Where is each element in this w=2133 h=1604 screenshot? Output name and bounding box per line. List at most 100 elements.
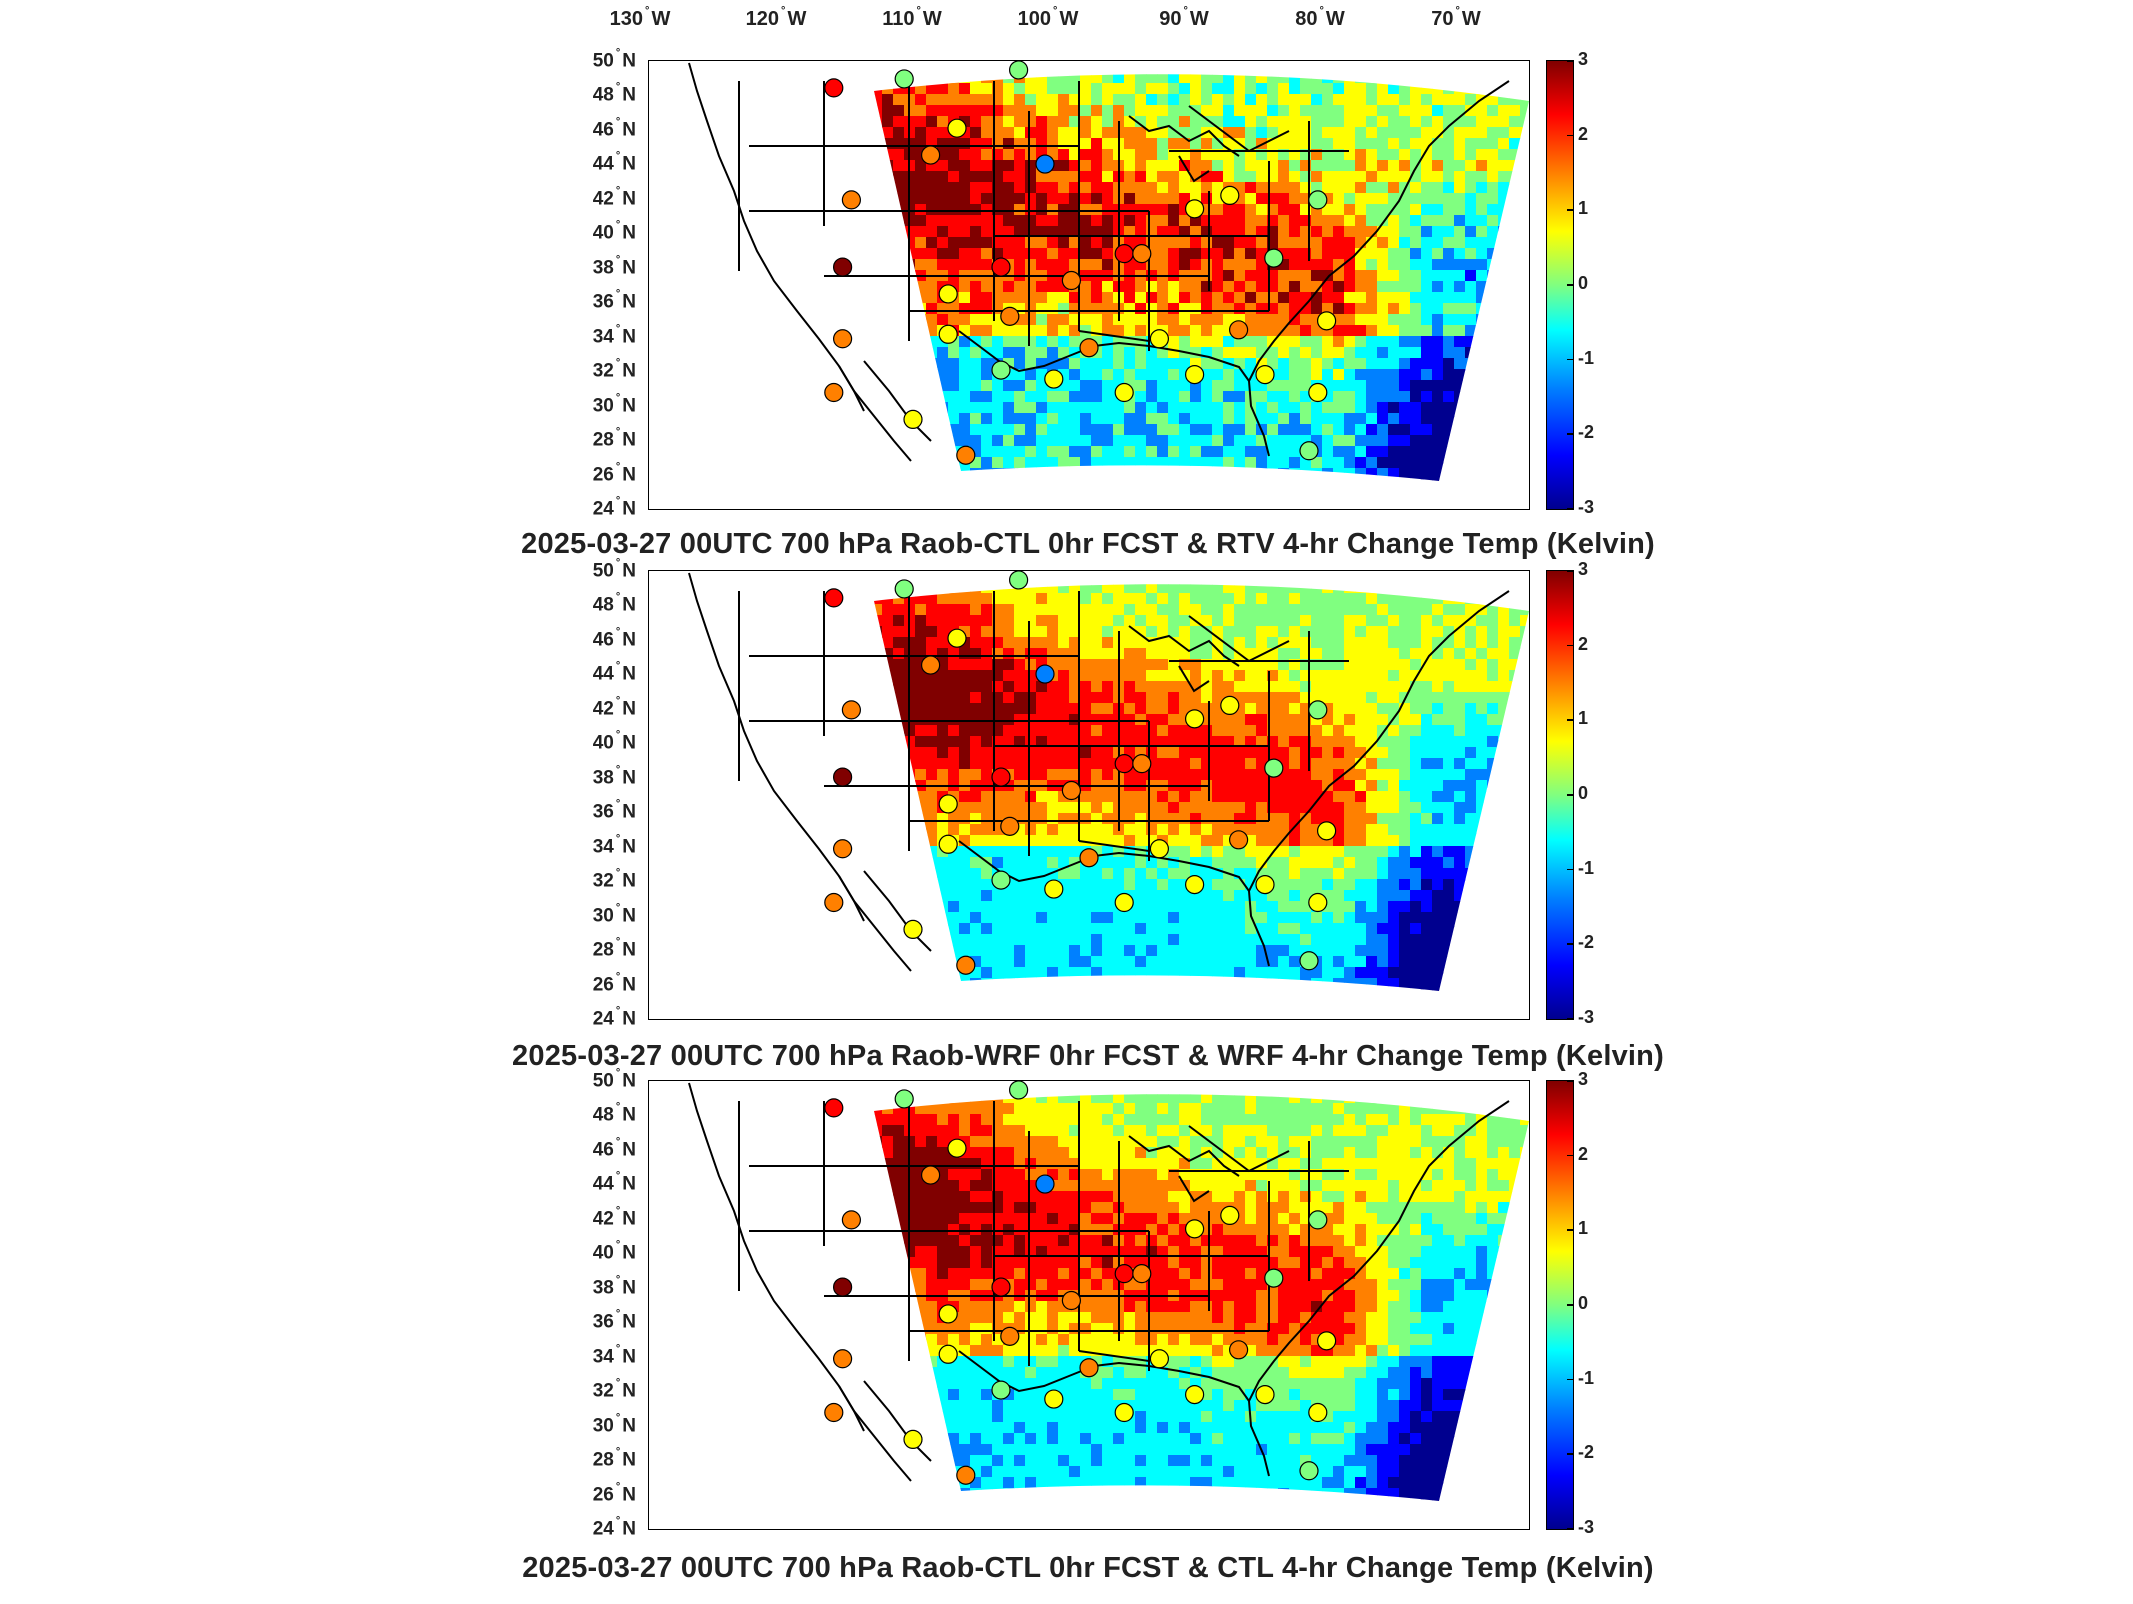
- raob-station-marker: [1221, 186, 1239, 204]
- latitude-direction: N: [622, 257, 636, 278]
- raob-station-marker: [922, 1166, 940, 1184]
- latitude-direction: N: [622, 802, 636, 823]
- raob-station-marker: [992, 1381, 1010, 1399]
- latitude-degrees: 46: [593, 119, 614, 140]
- latitude-degrees: 26: [593, 1484, 614, 1505]
- latitude-direction: N: [622, 360, 636, 381]
- latitude-label: 36°N: [556, 1311, 636, 1333]
- colorbar-tick-label: 3: [1578, 559, 1588, 580]
- colorbar-tick-label: 1: [1578, 198, 1588, 219]
- latitude-degrees: 50: [593, 1070, 614, 1091]
- latitude-direction: N: [622, 1243, 636, 1264]
- latitude-degrees: 44: [593, 154, 614, 175]
- longitude-label: 90°W: [1159, 8, 1209, 31]
- latitude-direction: N: [622, 629, 636, 650]
- latitude-label: 26°N: [556, 1484, 636, 1506]
- colorbar-tick-mark: [1567, 869, 1573, 871]
- raob-station-marker: [992, 768, 1010, 786]
- raob-station-marker: [1001, 1327, 1019, 1345]
- raob-station-marker: [834, 1278, 852, 1296]
- latitude-direction: N: [622, 974, 636, 995]
- latitude-label: 48°N: [556, 84, 636, 106]
- raob-station-marker: [992, 1278, 1010, 1296]
- colorbar-tick-label: -1: [1578, 348, 1594, 369]
- temperature-change-map: [648, 570, 1530, 1020]
- latitude-label: 30°N: [556, 395, 636, 417]
- latitude-degrees: 46: [593, 1139, 614, 1160]
- latitude-label: 40°N: [556, 732, 636, 754]
- latitude-direction: N: [622, 767, 636, 788]
- longitude-degrees: 100: [1018, 8, 1051, 30]
- latitude-direction: N: [622, 560, 636, 581]
- latitude-direction: N: [622, 119, 636, 140]
- latitude-direction: N: [622, 1312, 636, 1333]
- longitude-degrees: 130: [610, 8, 643, 30]
- latitude-direction: N: [622, 464, 636, 485]
- raob-station-marker: [1001, 817, 1019, 835]
- colorbar-tick-label: -2: [1578, 422, 1594, 443]
- latitude-label: 44°N: [556, 153, 636, 175]
- longitude-label: 70°W: [1431, 8, 1481, 31]
- latitude-degrees: 28: [593, 939, 614, 960]
- latitude-direction: N: [622, 1449, 636, 1470]
- latitude-direction: N: [622, 498, 636, 519]
- latitude-label: 42°N: [556, 188, 636, 210]
- longitude-degrees: 70: [1431, 8, 1453, 30]
- latitude-label: 24°N: [556, 498, 636, 520]
- longitude-direction: W: [1462, 8, 1481, 30]
- raob-station-marker: [957, 446, 975, 464]
- raob-station-marker: [1318, 1332, 1336, 1350]
- colorbar-tick-label: 1: [1578, 1218, 1588, 1239]
- raob-station-marker: [1133, 245, 1151, 263]
- longitude-label: 110°W: [882, 8, 942, 31]
- raob-station-marker: [842, 1211, 860, 1229]
- latitude-label: 30°N: [556, 1415, 636, 1437]
- latitude-label: 40°N: [556, 222, 636, 244]
- latitude-direction: N: [622, 1174, 636, 1195]
- raob-station-marker: [834, 768, 852, 786]
- latitude-direction: N: [622, 1518, 636, 1539]
- latitude-label: 46°N: [556, 1139, 636, 1161]
- colorbar-tick-label: 2: [1578, 634, 1588, 655]
- latitude-label: 42°N: [556, 1208, 636, 1230]
- latitude-degrees: 26: [593, 464, 614, 485]
- latitude-label: 28°N: [556, 1449, 636, 1471]
- raob-station-marker: [825, 589, 843, 607]
- latitude-direction: N: [622, 154, 636, 175]
- latitude-label: 24°N: [556, 1008, 636, 1030]
- raob-station-marker: [825, 384, 843, 402]
- longitude-label: 120°W: [746, 8, 807, 31]
- raob-station-marker: [1186, 200, 1204, 218]
- raob-station-marker: [1036, 155, 1054, 173]
- latitude-label: 36°N: [556, 291, 636, 313]
- raob-station-marker: [1115, 1265, 1133, 1283]
- raob-station-marker: [1115, 894, 1133, 912]
- colorbar-tick-label: -3: [1578, 1007, 1594, 1028]
- raob-station-marker: [842, 701, 860, 719]
- latitude-direction: N: [622, 836, 636, 857]
- latitude-label: 26°N: [556, 464, 636, 486]
- raob-station-marker: [834, 258, 852, 276]
- latitude-label: 34°N: [556, 836, 636, 858]
- latitude-degrees: 42: [593, 1208, 614, 1229]
- latitude-degrees: 30: [593, 1415, 614, 1436]
- raob-station-marker: [939, 1305, 957, 1323]
- latitude-degrees: 30: [593, 395, 614, 416]
- latitude-degrees: 32: [593, 1380, 614, 1401]
- latitude-label: 40°N: [556, 1242, 636, 1264]
- longitude-degrees: 110: [882, 8, 914, 30]
- raob-station-marker: [1045, 370, 1063, 388]
- latitude-label: 46°N: [556, 119, 636, 141]
- latitude-degrees: 24: [593, 1008, 614, 1029]
- raob-station-marker: [1309, 894, 1327, 912]
- raob-station-marker: [1309, 1211, 1327, 1229]
- latitude-degrees: 38: [593, 767, 614, 788]
- latitude-label: 32°N: [556, 360, 636, 382]
- latitude-direction: N: [622, 223, 636, 244]
- latitude-degrees: 48: [593, 85, 614, 106]
- latitude-direction: N: [622, 733, 636, 754]
- raob-station-marker: [1150, 1350, 1168, 1368]
- raob-station-marker: [957, 1466, 975, 1484]
- colorbar-tick-mark: [1567, 359, 1573, 361]
